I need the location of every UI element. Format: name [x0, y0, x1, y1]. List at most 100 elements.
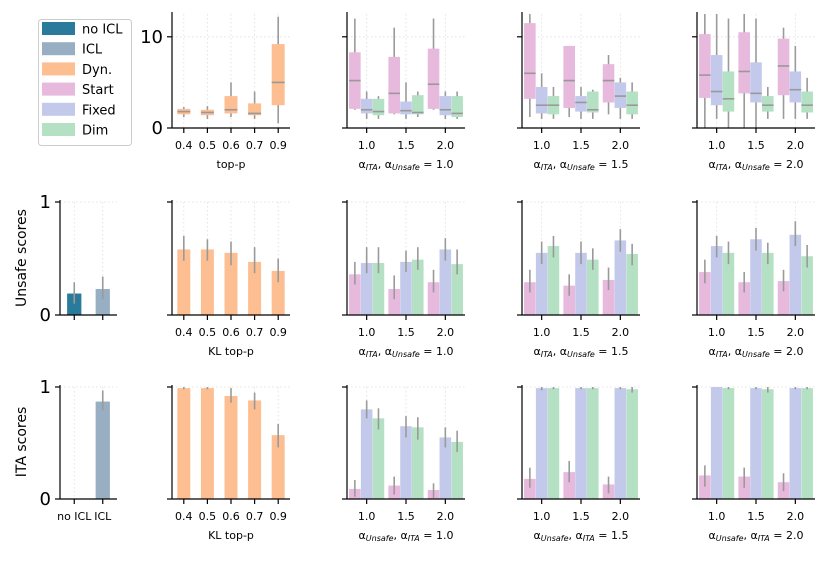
- bar-Fixed-1.0: [535, 388, 548, 499]
- bar-Dim-2.0: [801, 256, 813, 315]
- box-Start-2.0: [427, 48, 440, 109]
- bar-Fixed-1.5: [575, 388, 587, 499]
- bar-Start-1.0: [699, 272, 711, 315]
- box-Fixed-1.5: [400, 101, 412, 115]
- bar-Fixed-1.5: [575, 252, 587, 315]
- x-tick-label: 0.5: [199, 139, 217, 152]
- axis-label: KL top-p: [208, 345, 254, 358]
- panel-r1c3: 1.0 1.5 2.0 αITA, αUnsafe = 1.0: [342, 12, 465, 172]
- x-tick-label: 1.5: [572, 326, 590, 339]
- legend: no ICL ICL Dyn. Start Fixed Dim: [38, 19, 132, 146]
- bar-Start-2.0: [427, 282, 440, 315]
- box-Fixed-2.0: [789, 71, 802, 103]
- box-Start-1.0: [524, 23, 536, 99]
- box-Dim-2.0: [801, 91, 813, 113]
- x-tick-label: 2.0: [787, 510, 805, 523]
- box-Fixed-1.5: [750, 62, 762, 103]
- x-tick-label: 2.0: [787, 139, 805, 152]
- legend-label: Start: [82, 83, 114, 98]
- x-tick-label: 1.5: [397, 139, 415, 152]
- box-Dim-1.0: [722, 71, 735, 112]
- axis-label: αUnsafe, αITA = 2.0: [709, 529, 804, 543]
- x-tick-label: 1.5: [572, 139, 590, 152]
- legend-swatch-Fixed: [42, 102, 75, 116]
- bar-Start-2.0: [777, 281, 790, 315]
- x-tick-label: 2.0: [437, 326, 455, 339]
- box-Fixed-1.5: [575, 96, 587, 112]
- box-Fixed-1.0: [710, 55, 723, 106]
- x-tick-label: no ICL: [57, 510, 92, 523]
- axis-label: top-p: [217, 158, 246, 171]
- x-tick-label: 0.9: [269, 510, 287, 523]
- x-tick-label: 0.5: [199, 510, 217, 523]
- bar-Dim-2.0: [451, 264, 463, 315]
- panel-r3c1: 0 1 no ICL ICL: [40, 377, 117, 523]
- bar-Dim-1.0: [722, 388, 735, 499]
- box-Fixed-1.0: [360, 98, 373, 114]
- bar-Fixed-2.0: [614, 240, 627, 315]
- bar-Fixed-1.5: [400, 426, 412, 499]
- bar-Fixed-2.0: [789, 234, 802, 315]
- x-tick-label: 2.0: [612, 510, 630, 523]
- bar-Dyn.-0.4: [177, 388, 191, 499]
- bar-Dyn.-0.7: [248, 261, 262, 315]
- ylabel-ita: ITA scores: [14, 407, 30, 478]
- x-tick-label: 1.0: [708, 326, 726, 339]
- box-Dim-2.0: [451, 96, 463, 118]
- x-tick-label: 1.0: [533, 510, 551, 523]
- bar-Dim-1.5: [412, 427, 424, 499]
- bar-Fixed-1.0: [535, 252, 548, 315]
- box-Dyn.-0.7: [248, 103, 262, 116]
- bar-Fixed-1.0: [710, 387, 723, 499]
- x-tick-label: 0.4: [175, 326, 193, 339]
- panel-r1c4: 1.0 1.5 2.0 αITA, αUnsafe = 1.5: [517, 12, 640, 172]
- legend-label: ICL: [82, 43, 103, 58]
- bar-Fixed-1.5: [400, 261, 412, 315]
- panel-r3c3: 1.0 1.5 2.0 αUnsafe, αITA = 1.0: [342, 385, 465, 543]
- box-Start-1.0: [699, 34, 711, 98]
- box-Dim-1.5: [587, 91, 599, 113]
- bar-Dim-1.5: [762, 389, 774, 499]
- x-tick-label: 1.0: [358, 139, 376, 152]
- panel-r3c5: 1.0 1.5 2.0 αUnsafe, αITA = 2.0: [692, 385, 815, 543]
- x-tick-label: 0.9: [269, 326, 287, 339]
- bar-Start-1.5: [563, 285, 575, 315]
- axis-label: αUnsafe, αITA = 1.0: [359, 529, 454, 543]
- x-tick-label: 1.0: [708, 139, 726, 152]
- x-tick-label: ICL: [94, 510, 112, 523]
- bar-Start-1.0: [524, 282, 536, 315]
- bar-Fixed-1.0: [710, 246, 723, 315]
- bar-Dim-1.5: [587, 388, 599, 499]
- panel-r2c2: 0.4 0.5 0.6 0.7 0.9 KL top-p: [167, 200, 290, 358]
- legend-label: Fixed: [82, 103, 116, 118]
- axis-label: αITA, αUnsafe = 1.5: [534, 345, 629, 359]
- y-tick-label: 0: [152, 118, 163, 139]
- x-tick-label: 1.5: [397, 510, 415, 523]
- bar-Start-1.5: [738, 282, 750, 315]
- box-Dyn.-0.6: [224, 96, 238, 114]
- x-tick-label: 2.0: [612, 326, 630, 339]
- axis-label: αITA, αUnsafe = 2.0: [709, 345, 804, 359]
- bar-Fixed-1.5: [750, 388, 762, 499]
- bar-Dim-1.0: [547, 246, 560, 315]
- bar-Fixed-2.0: [439, 437, 452, 499]
- axis-label: αUnsafe, αITA = 1.5: [534, 529, 629, 543]
- box-Fixed-1.0: [535, 86, 548, 114]
- box-Start-1.5: [563, 45, 575, 108]
- x-tick-label: 1.5: [397, 326, 415, 339]
- ylabel-unsafe: Unsafe scores: [14, 209, 30, 307]
- x-tick-label: 1.0: [358, 510, 376, 523]
- x-tick-label: 0.4: [175, 139, 193, 152]
- bar-Dim-1.0: [372, 418, 385, 499]
- axis-label: KL top-p: [208, 529, 254, 542]
- bar-Dim-1.5: [587, 259, 599, 315]
- bar-Dim-1.0: [547, 388, 560, 499]
- y-tick-label: 0: [40, 489, 51, 510]
- legend-label: no ICL: [82, 23, 123, 38]
- bar-Dyn.-0.4: [177, 249, 191, 315]
- bar-Start-1.5: [563, 472, 575, 499]
- bar-Dim-2.0: [801, 388, 813, 499]
- box-Dim-1.5: [762, 96, 774, 112]
- bar-ICL-ICL: [95, 289, 110, 315]
- bar-Dyn.-0.9: [271, 435, 285, 499]
